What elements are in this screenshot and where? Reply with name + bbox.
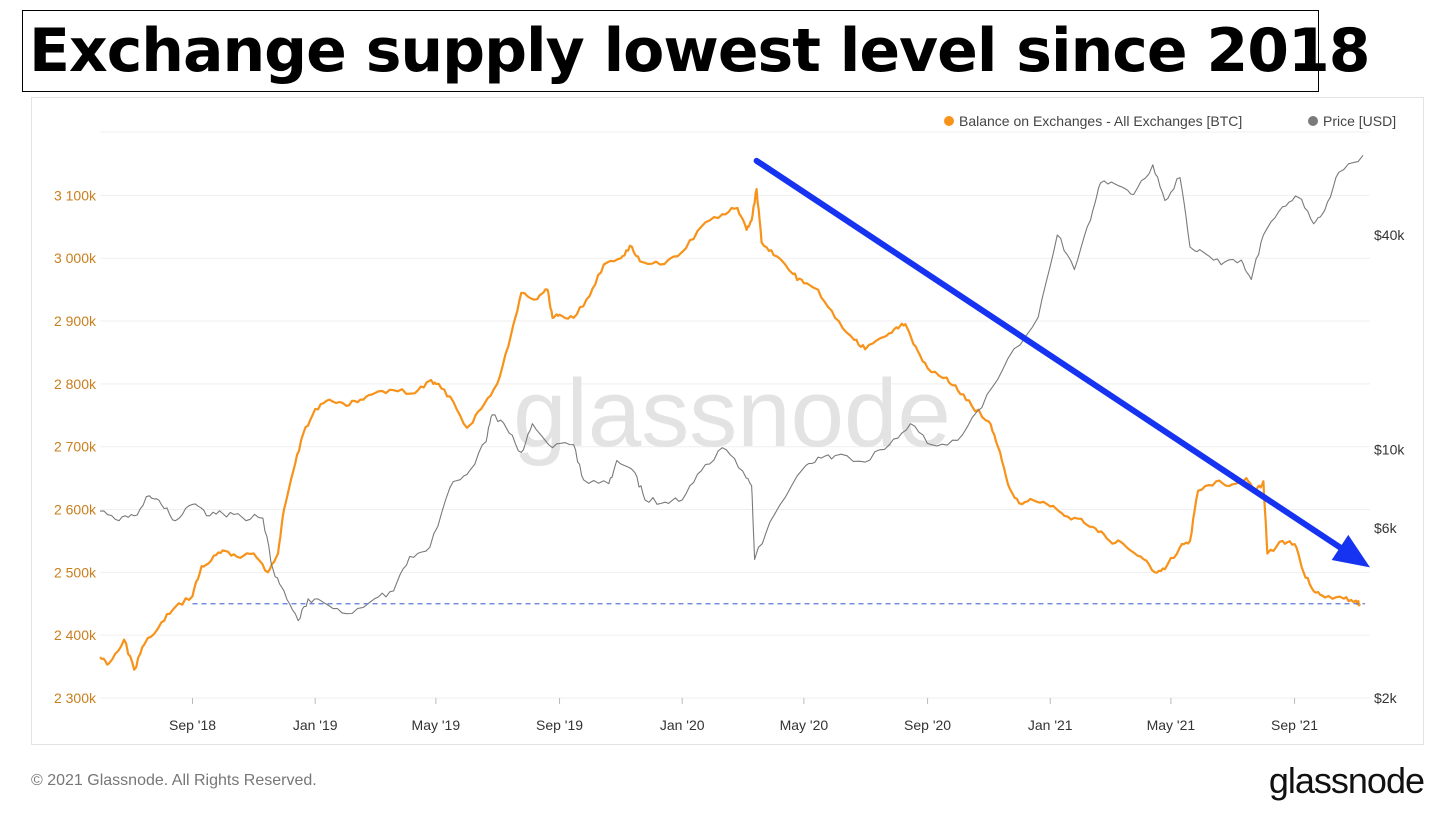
trend-arrow-head <box>1331 534 1370 568</box>
left-tick-label: 3 100k <box>54 187 97 203</box>
left-tick-label: 2 800k <box>54 376 97 392</box>
left-tick-label: 2 600k <box>54 502 97 518</box>
chart-frame: glassnode 2 300k 2 400k 2 500k 2 600k 2 700k… <box>31 97 1424 745</box>
x-axis-ticks: Sep '18 Jan '19 May '19 Sep '19 Jan '20 May '… <box>169 698 1318 733</box>
glassnode-logo: glassnode <box>1268 760 1425 801</box>
legend-swatch-balance <box>944 116 954 126</box>
right-axis-ticks: $2k $6k $10k $40k <box>1374 227 1405 706</box>
left-axis-ticks: 2 300k 2 400k 2 500k 2 600k 2 700k 2 800k 2 90… <box>54 187 97 706</box>
x-tick-label: Sep '18 <box>169 717 216 733</box>
legend-label-balance: Balance on Exchanges - All Exchanges [BT… <box>959 113 1242 129</box>
right-tick-label: $10k <box>1374 441 1405 457</box>
series-group <box>99 154 1364 671</box>
trend-arrow-shaft <box>753 157 1343 551</box>
x-tick-label: Jan '20 <box>660 717 705 733</box>
annotations <box>192 157 1370 605</box>
chart-svg: glassnode 2 300k 2 400k 2 500k 2 600k 2 700k… <box>54 113 1405 733</box>
left-tick-label: 2 900k <box>54 313 97 329</box>
left-tick-label: 2 300k <box>54 690 97 706</box>
left-tick-label: 2 500k <box>54 564 97 580</box>
x-tick-label: May '20 <box>780 717 829 733</box>
x-tick-label: May '21 <box>1147 717 1196 733</box>
legend-label-price: Price [USD] <box>1323 113 1396 129</box>
left-tick-label: 2 400k <box>54 627 97 643</box>
x-tick-label: Sep '20 <box>904 717 951 733</box>
series-line-price <box>99 154 1364 622</box>
right-tick-label: $6k <box>1374 520 1398 536</box>
grid-lines <box>100 131 1370 699</box>
right-tick-label: $2k <box>1374 690 1398 706</box>
right-tick-label: $40k <box>1374 227 1405 243</box>
series-line-balance <box>99 188 1361 671</box>
x-tick-label: Jan '21 <box>1028 717 1073 733</box>
left-tick-label: 2 700k <box>54 439 97 455</box>
page-title: Exchange supply lowest level since 2018 <box>29 16 1370 86</box>
legend: Balance on Exchanges - All Exchanges [BT… <box>944 113 1396 129</box>
left-tick-label: 3 000k <box>54 250 97 266</box>
copyright-text: © 2021 Glassnode. All Rights Reserved. <box>31 772 317 789</box>
x-tick-label: Sep '21 <box>1271 717 1318 733</box>
watermark: glassnode <box>513 360 951 467</box>
x-tick-label: Sep '19 <box>536 717 583 733</box>
headline-box: Exchange supply lowest level since 2018 <box>22 10 1370 92</box>
x-tick-label: May '19 <box>412 717 461 733</box>
x-tick-label: Jan '19 <box>293 717 338 733</box>
legend-swatch-price <box>1308 116 1318 126</box>
